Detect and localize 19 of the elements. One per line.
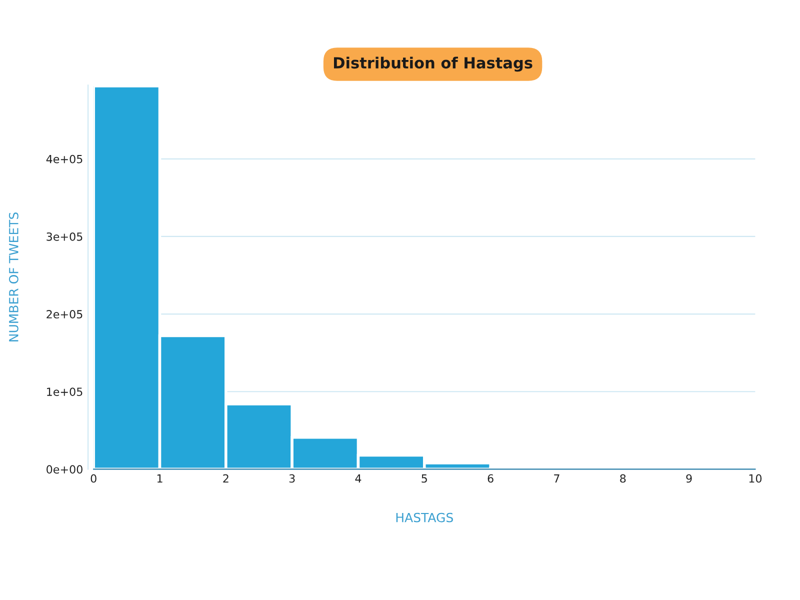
x-tick-label: 1 xyxy=(157,474,162,483)
x-axis-title: HASTAGS xyxy=(396,512,453,522)
y-tick-label: 1e+05 xyxy=(47,388,82,396)
x-tick-label: 3 xyxy=(289,474,295,483)
y-tick-label: 2e+05 xyxy=(46,310,82,318)
y-tick-label: 4e+05 xyxy=(46,154,82,164)
y-axis-title: NUMBER OF TWEETS xyxy=(8,212,18,342)
y-tick-label: 3e+05 xyxy=(46,232,82,241)
x-tick-label: 2 xyxy=(223,474,228,483)
chart-title: Distribution of Hastags xyxy=(334,56,532,72)
x-tick-label: 0 xyxy=(90,474,96,483)
x-tick-label: 4 xyxy=(355,474,362,483)
x-tick-label: 7 xyxy=(554,474,560,483)
x-tick-label: 8 xyxy=(620,474,626,483)
x-tick-label: 10 xyxy=(749,474,762,483)
y-tick-label: 0e+00 xyxy=(46,465,82,474)
x-tick-label: 5 xyxy=(422,474,427,483)
x-tick-label: 9 xyxy=(686,474,692,483)
x-tick-label: 6 xyxy=(488,474,494,483)
